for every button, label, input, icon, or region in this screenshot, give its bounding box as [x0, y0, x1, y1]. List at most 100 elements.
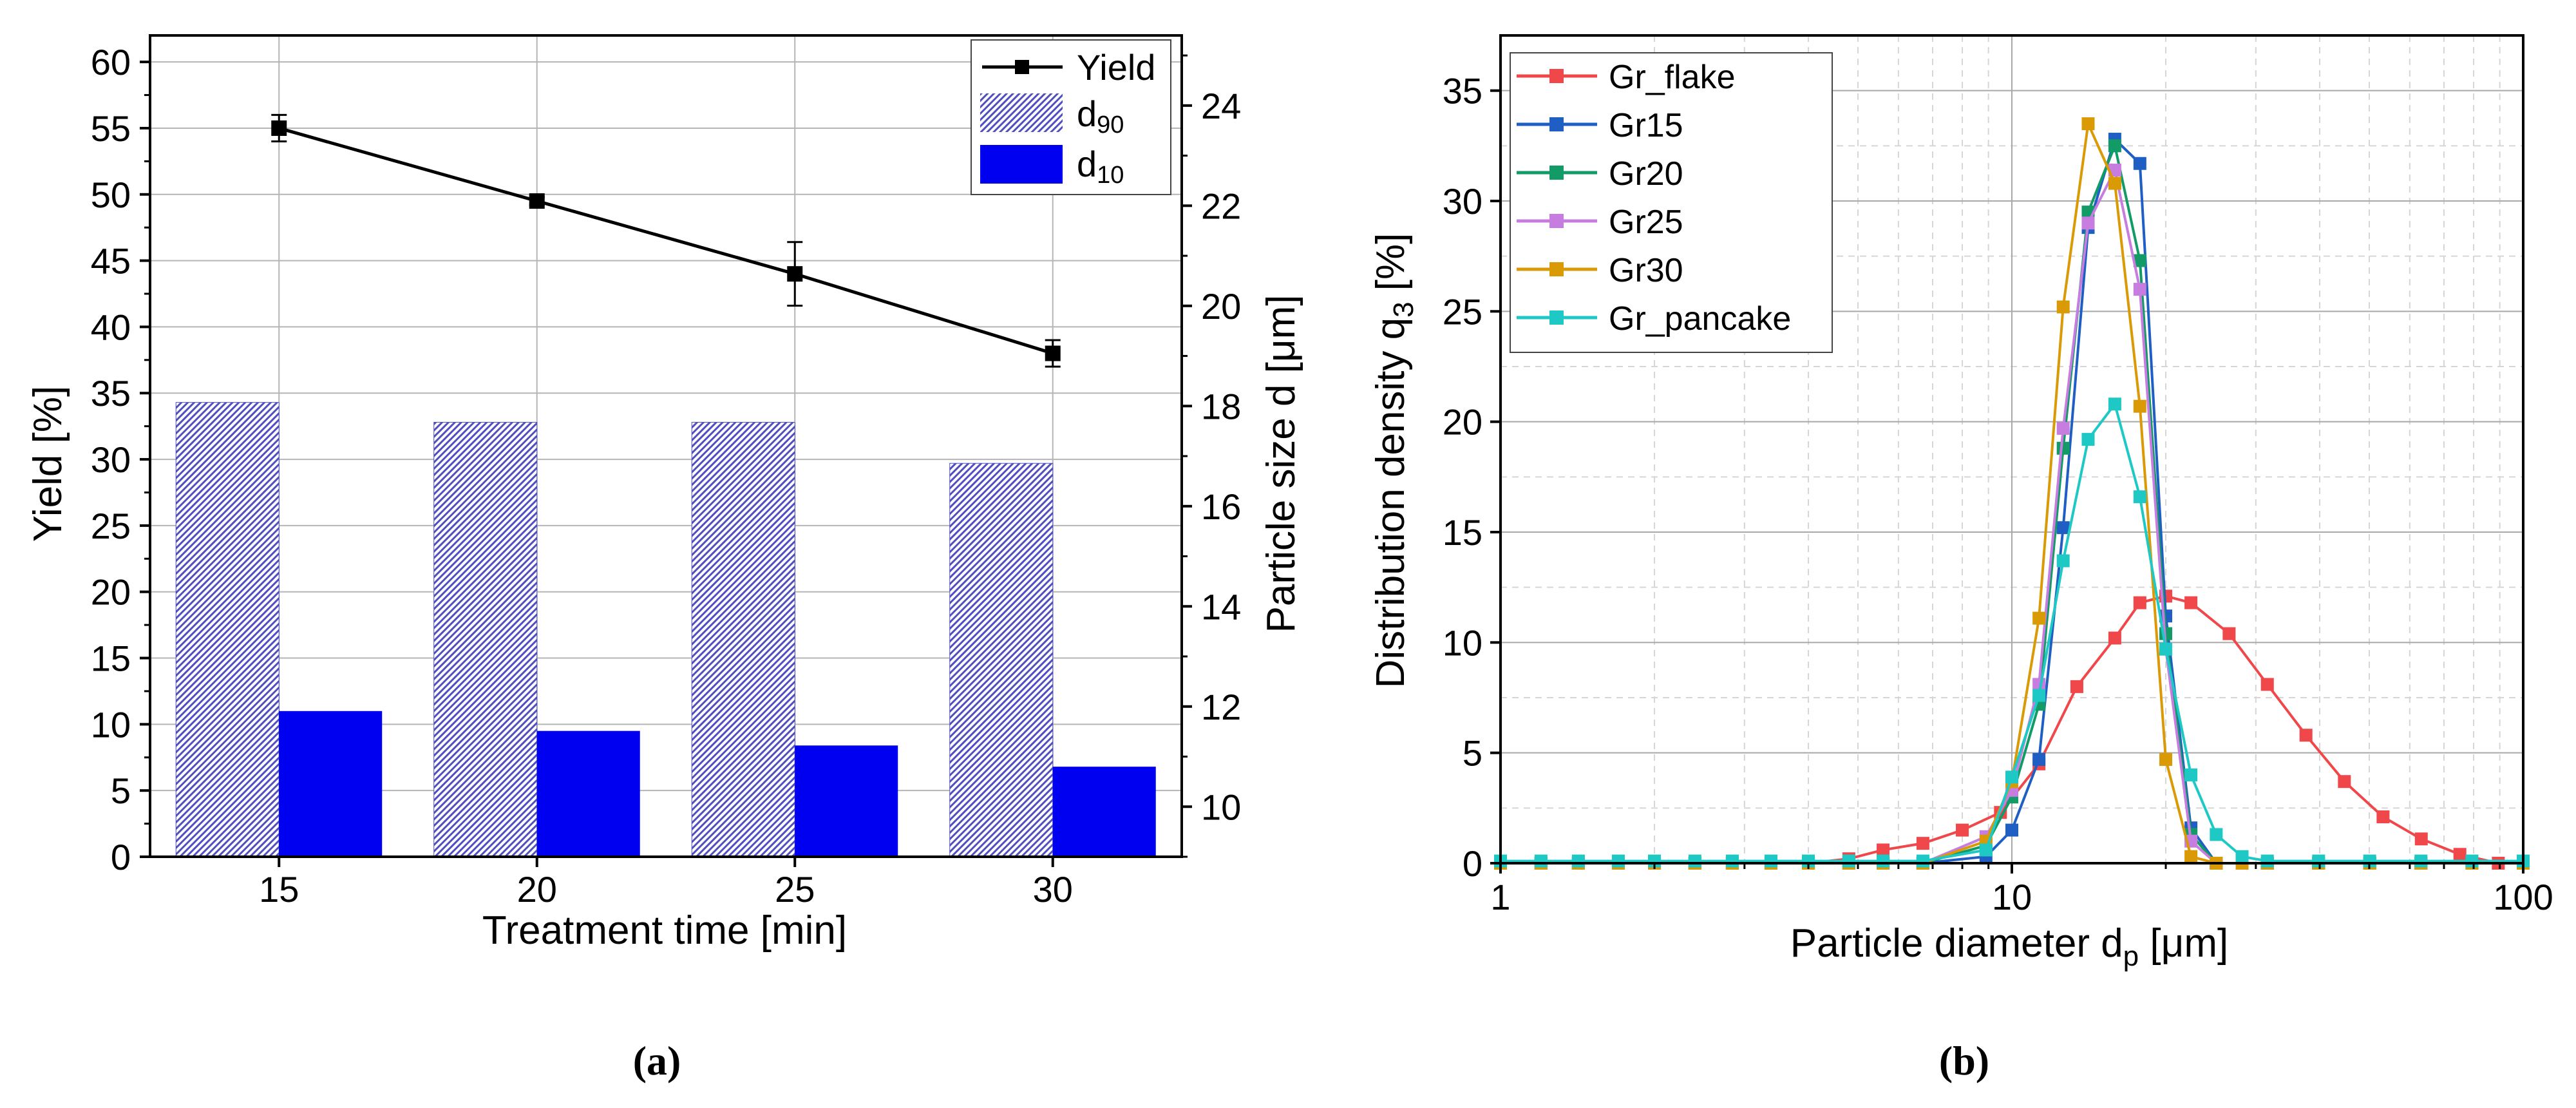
legend-label-yield: Yield [1077, 47, 1155, 88]
data-point [2133, 254, 2146, 267]
x-tick-label: 100 [2493, 877, 2553, 917]
data-point [1725, 854, 1739, 868]
y-tick-label: 30 [1443, 181, 1482, 222]
legend-label-d10: d10 [1077, 144, 1124, 189]
y-tick-label: 60 [91, 42, 131, 82]
y-tick-label: 20 [91, 572, 131, 613]
legend-marker [1549, 214, 1564, 228]
panel-b-x-title-sub: p [2123, 941, 2139, 972]
data-point [2376, 810, 2390, 824]
data-point [2159, 642, 2173, 656]
yield-point [787, 266, 803, 282]
data-point [2032, 689, 2046, 702]
panel-a-bars [175, 402, 1156, 857]
data-point [2260, 678, 2274, 691]
legend-label-d90: d90 [1077, 93, 1124, 138]
panel-b-x-title-main: Particle diameter d [1790, 921, 2123, 966]
legend-d10-main: d [1077, 144, 1097, 184]
data-point [2222, 627, 2236, 640]
legend-marker [1549, 262, 1564, 276]
bar-d10 [279, 711, 383, 857]
data-point [1611, 854, 1625, 868]
panel-b-tick-labels: 0 5 10 15 20 25 30 35 1 10 100 [1443, 71, 2553, 917]
data-point [2032, 611, 2046, 625]
data-point [1979, 843, 1993, 857]
data-point [2108, 139, 2121, 153]
panel-b-caption: (b) [1939, 1038, 1989, 1084]
panel-a-legend: Yield d90 d10 [971, 39, 1171, 195]
data-point [2299, 729, 2313, 742]
y-tick-label: 35 [1443, 71, 1482, 111]
data-point [2210, 828, 2223, 841]
x-tick-label: 25 [775, 869, 815, 910]
panel-a-y2-title-main: Particle size d [ [1259, 362, 1303, 633]
data-point [2453, 848, 2467, 861]
y2-tick-label: 18 [1201, 386, 1241, 426]
y2-tick-label: 12 [1201, 687, 1241, 727]
data-point [2133, 490, 2146, 504]
legend-d10-sub: 10 [1097, 162, 1124, 189]
bar-d10 [795, 745, 898, 857]
data-point [1877, 854, 1890, 868]
y-tick-label: 55 [91, 108, 131, 149]
data-point [2338, 775, 2351, 788]
data-point [2005, 770, 2018, 784]
y-tick-label: 25 [91, 506, 131, 546]
data-point [2056, 441, 2070, 455]
panel-a-yield-line [271, 113, 1061, 368]
data-point [2108, 397, 2121, 411]
bar-d90 [175, 402, 279, 857]
data-point [2235, 850, 2249, 863]
y-tick-label: 5 [1463, 733, 1482, 774]
panel-a-y2-axis-title: Particle size d [μm] [1259, 295, 1303, 633]
bar-d10 [536, 731, 640, 857]
legend-label-Gr_pancake: Gr_pancake [1609, 300, 1791, 338]
data-point [2108, 631, 2121, 645]
data-point [1571, 854, 1585, 868]
legend-marker [1549, 166, 1564, 180]
data-point [2184, 768, 2198, 781]
data-point [2108, 177, 2121, 190]
chart-panel-b: 0 5 10 15 20 25 30 35 1 10 100 Particle diameter d… [1368, 34, 2553, 1084]
panel-b-y-title-sub: 3 [1388, 301, 1419, 317]
y-tick-label: 45 [91, 241, 131, 282]
y2-tick-label: 16 [1201, 486, 1241, 527]
data-point [1916, 854, 1929, 868]
y-tick-label: 10 [91, 704, 131, 745]
data-point [2312, 854, 2325, 868]
y-tick-label: 0 [1463, 843, 1482, 884]
panel-a-frame [149, 34, 1183, 858]
data-point [2005, 823, 2018, 837]
legend-label-Gr15: Gr15 [1609, 107, 1683, 144]
panel-b-y-title-end: [%] [1368, 233, 1413, 302]
panel-a-y-axis-title: Yield [%] [26, 386, 70, 542]
panel-b-y-title-main: Distribution density q [1368, 318, 1413, 689]
legend-label-Gr25: Gr25 [1609, 204, 1683, 241]
data-point [1916, 837, 1929, 850]
data-point [1764, 854, 1777, 868]
yield-point [529, 193, 545, 209]
data-point [2070, 680, 2083, 693]
x-tick-label: 1 [1490, 877, 1510, 917]
data-point [1842, 854, 1855, 868]
y-tick-label: 50 [91, 175, 131, 215]
data-point [2056, 521, 2070, 535]
yield-point [271, 120, 287, 136]
yield-point [1045, 345, 1061, 361]
x-tick-label: 20 [517, 869, 557, 910]
legend-d90-main: d [1077, 93, 1097, 134]
y-tick-label: 25 [1443, 291, 1482, 332]
panel-a-axes [140, 34, 1192, 867]
bar-d90 [691, 421, 795, 857]
y-tick-label: 40 [91, 307, 131, 347]
data-point [1688, 854, 1701, 868]
panel-b-grid [1501, 35, 2523, 864]
y2-tick-label: 24 [1201, 86, 1241, 126]
panel-a-y2-title-end: ] [1259, 295, 1303, 306]
data-point [2081, 216, 2095, 230]
legend-marker [1549, 117, 1564, 131]
y-tick-label: 0 [111, 837, 131, 877]
panel-a-tick-labels: 0 5 10 15 20 25 30 35 40 45 50 55 60 10 12 14 16 18 20 22 24… [91, 42, 1242, 910]
x-tick-label: 15 [259, 869, 299, 910]
